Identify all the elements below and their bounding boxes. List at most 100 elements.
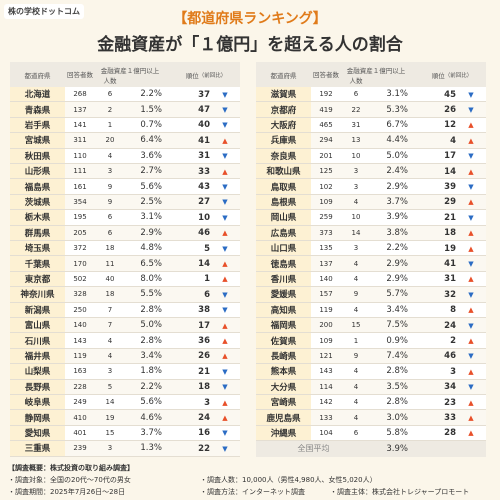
percentage: 3.1% — [125, 210, 165, 226]
rank-cell — [165, 102, 240, 118]
prefecture: 山形県 — [10, 164, 65, 180]
rank: 39 — [444, 182, 456, 193]
rank-cell — [165, 364, 240, 380]
rank: 43 — [198, 182, 210, 193]
count: 19 — [95, 410, 125, 426]
count: 3 — [95, 164, 125, 180]
prefecture: 福岡県 — [256, 318, 311, 334]
percentage: 3.1% — [371, 87, 411, 103]
trend-arrow: ▲ — [222, 136, 228, 145]
respondents: 140 — [65, 318, 95, 334]
count: 4 — [95, 148, 125, 164]
percentage: 5.0% — [125, 318, 165, 334]
trend-arrow: ▼ — [222, 429, 228, 438]
trend-arrow: ▼ — [222, 244, 228, 253]
header-cell: 都道府県 — [256, 62, 311, 87]
survey-item: ・調査対象：全国の20代～70代の男女 — [8, 476, 131, 484]
prefecture: 鳥取県 — [256, 179, 311, 195]
count: 15 — [95, 425, 125, 442]
survey-item: ・調査主体：株式会社トレジャープロモート — [330, 488, 470, 496]
percentage: 2.8% — [371, 364, 411, 380]
header-cell: 順位 — [165, 62, 199, 87]
prefecture: 沖縄県 — [256, 425, 311, 442]
count: 1 — [95, 117, 125, 134]
trend-arrow: ▲ — [468, 198, 474, 207]
header-cell: 人数 — [341, 74, 371, 87]
prefecture: 高知県 — [256, 302, 311, 318]
count: 13 — [341, 133, 371, 149]
respondents: 104 — [311, 425, 341, 442]
respondents: 268 — [65, 87, 95, 103]
percentage: 5.8% — [371, 425, 411, 442]
prefecture: 新潟県 — [10, 302, 65, 318]
trend-arrow: ▲ — [222, 275, 228, 284]
survey-item: ・調査方法：インターネット調査 — [200, 488, 305, 496]
respondents: 259 — [311, 210, 341, 226]
trend-arrow: ▲ — [468, 306, 474, 315]
rank-cell — [411, 164, 486, 180]
trend-arrow: ▼ — [222, 290, 228, 299]
prefecture: 山口県 — [256, 241, 311, 257]
rank: 17 — [198, 320, 210, 331]
rank: 31 — [444, 274, 456, 285]
respondents: 119 — [65, 348, 95, 365]
respondents: 140 — [311, 271, 341, 288]
rank: 8 — [450, 305, 456, 316]
rank-cell — [411, 133, 486, 149]
average-rest — [411, 441, 486, 457]
trend-arrow: ▲ — [222, 337, 228, 346]
percentage: 8.0% — [125, 271, 165, 288]
rank-cell — [165, 133, 240, 149]
percentage: 6.5% — [125, 256, 165, 272]
rank-cell — [411, 287, 486, 303]
survey-title: 【調査概要：株式投資の取り組み調査】 — [8, 464, 134, 472]
percentage: 2.2% — [371, 241, 411, 257]
rank-cell — [165, 164, 240, 180]
rank: 16 — [198, 428, 210, 439]
percentage: 2.5% — [125, 194, 165, 211]
trend-arrow: ▲ — [222, 414, 228, 423]
respondents: 170 — [65, 256, 95, 272]
rank-cell — [165, 348, 240, 365]
rank: 4 — [450, 135, 456, 146]
trend-arrow: ▲ — [468, 229, 474, 238]
rank: 14 — [198, 259, 210, 270]
percentage: 3.6% — [125, 148, 165, 164]
rank: 17 — [444, 151, 456, 162]
trend-arrow: ▲ — [468, 167, 474, 176]
rank: 31 — [198, 151, 210, 162]
rank-cell — [411, 348, 486, 365]
prefecture: 宮城県 — [10, 133, 65, 149]
respondents: 110 — [65, 148, 95, 164]
trend-arrow: ▼ — [468, 213, 474, 222]
rank: 41 — [198, 135, 210, 146]
percentage: 3.5% — [371, 379, 411, 395]
percentage: 4.6% — [125, 410, 165, 426]
header-cell: 都道府県 — [10, 62, 65, 87]
percentage: 2.8% — [125, 333, 165, 349]
percentage: 1.8% — [125, 364, 165, 380]
respondents: 228 — [65, 379, 95, 395]
prefecture: 石川県 — [10, 333, 65, 349]
trend-arrow: ▼ — [222, 198, 228, 207]
respondents: 133 — [311, 410, 341, 426]
count: 1 — [341, 333, 371, 349]
percentage: 4.8% — [125, 241, 165, 257]
title-tag: 【都道府県ランキング】 — [173, 11, 327, 27]
rank-cell — [165, 302, 240, 318]
rank: 29 — [444, 197, 456, 208]
rank: 21 — [198, 366, 210, 377]
trend-arrow: ▲ — [468, 398, 474, 407]
prefecture: 和歌山県 — [256, 164, 311, 180]
count: 10 — [341, 148, 371, 164]
rank-cell — [411, 271, 486, 288]
header-cell: （前回比） — [444, 62, 486, 87]
trend-arrow: ▼ — [468, 290, 474, 299]
prefecture: 奈良県 — [256, 148, 311, 164]
respondents: 109 — [311, 333, 341, 349]
trend-arrow: ▲ — [468, 121, 474, 130]
respondents: 163 — [65, 364, 95, 380]
header-cell: 金融資産１億円以上 — [341, 62, 411, 75]
rank-cell — [411, 333, 486, 349]
